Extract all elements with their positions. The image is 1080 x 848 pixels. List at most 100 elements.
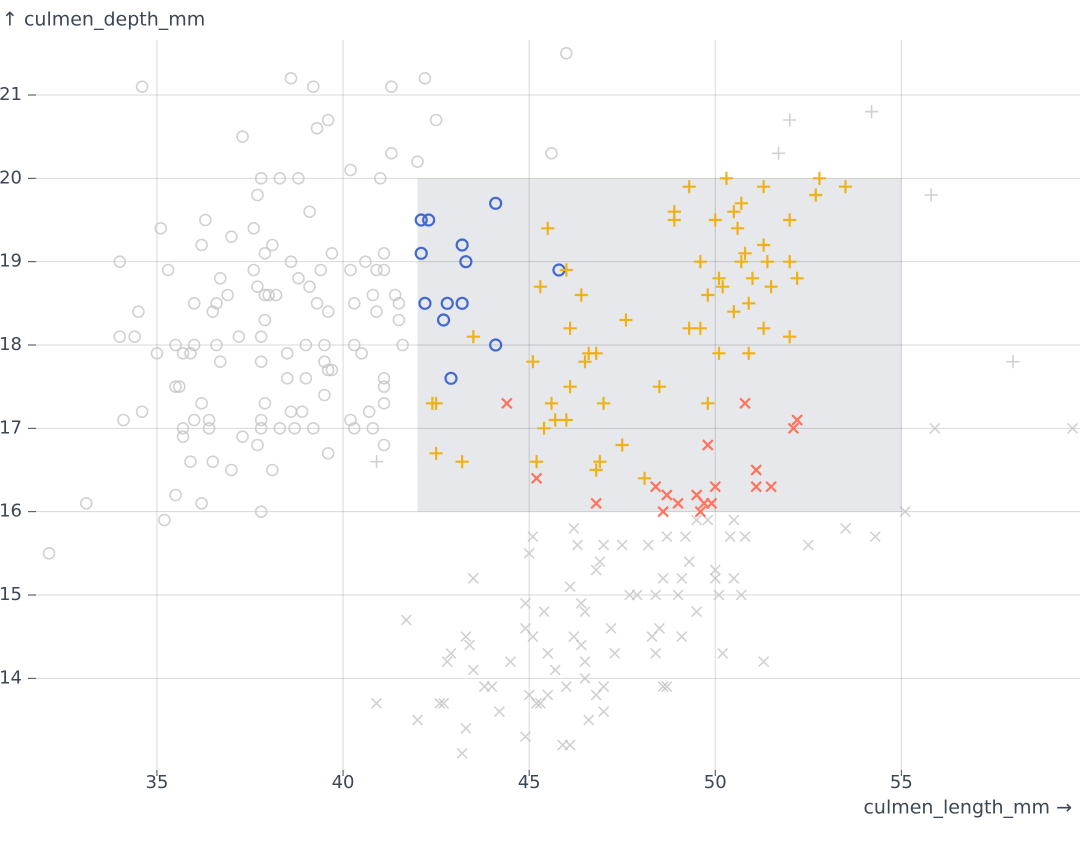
data-point [624,589,636,601]
data-point [369,455,384,469]
data-point [698,497,710,510]
data-point [113,255,127,268]
data-point [318,338,331,352]
data-point [370,305,383,318]
data-point [161,263,175,277]
data-point [924,188,938,202]
data-point [187,297,201,310]
data-point [676,572,688,584]
data-point [735,589,747,601]
data-point [649,480,662,493]
data-point [787,422,800,435]
x-tick-label: 35 [146,772,169,793]
data-point [455,238,469,252]
y-tick-label: 20 [0,167,22,188]
data-point [702,439,714,451]
data-point [709,572,721,584]
data-point [661,531,673,543]
y-axis-label: ↑ culmen_depth_mm [2,9,205,31]
data-point [809,188,823,202]
data-point [616,539,628,551]
data-point [783,113,797,127]
data-point [701,288,715,302]
data-point [694,505,707,518]
data-point [519,731,531,743]
data-point [213,355,227,368]
data-point [619,313,633,327]
data-point [682,321,696,335]
data-point [325,247,339,260]
data-point [385,147,398,160]
data-point [758,656,770,668]
data-point [501,397,513,410]
data-point [559,413,573,427]
data-point [579,656,591,668]
data-point [676,631,688,643]
data-point [530,472,543,485]
data-point [869,531,881,543]
data-point [598,706,610,718]
data-point [527,531,539,543]
data-point [802,539,814,551]
data-point [548,413,562,427]
data-point [579,606,591,618]
data-point [247,263,261,277]
data-point [456,747,468,759]
data-point [724,531,736,543]
data-point [251,188,264,202]
data-point [467,664,479,676]
data-point [232,330,246,343]
data-point [701,396,715,410]
data-point [533,280,547,294]
data-point [321,447,335,460]
y-tick-label: 21 [0,84,22,105]
data-point [672,589,684,601]
data-point [396,338,409,352]
data-point [609,647,621,659]
data-point [734,255,748,269]
data-point [709,564,721,576]
data-point [429,446,443,460]
data-point [206,455,220,468]
data-point [418,72,432,85]
data-point [444,371,458,385]
data-point [310,297,324,310]
y-tick-label: 15 [0,584,22,605]
data-point [154,222,167,235]
data-point [679,531,691,543]
x-tick-label: 45 [518,772,541,793]
data-point [187,413,201,427]
data-point [169,380,182,393]
data-point [716,280,730,294]
y-tick-label: 16 [0,501,22,522]
data-point [642,539,654,551]
data-point [370,263,383,277]
data-point [236,130,249,143]
y-tick-label: 18 [0,334,22,355]
data-point [489,338,503,352]
data-point [563,321,577,335]
data-point [135,80,149,93]
data-point [262,288,275,302]
data-point [590,564,602,576]
data-point [438,697,450,709]
data-point [411,155,424,168]
data-point [117,413,130,427]
data-point [414,213,428,227]
data-point [838,180,853,194]
data-point [310,122,324,135]
data-point [292,272,305,285]
data-point [899,506,911,518]
data-point [460,722,472,734]
data-point [344,263,357,277]
data-point [560,47,573,60]
data-point [318,355,331,368]
data-point [411,714,424,726]
data-point [172,380,186,393]
data-point [765,480,777,493]
data-point [128,330,141,343]
data-point [434,697,446,709]
data-point [273,422,287,435]
data-point [771,146,786,160]
data-point [709,480,721,493]
